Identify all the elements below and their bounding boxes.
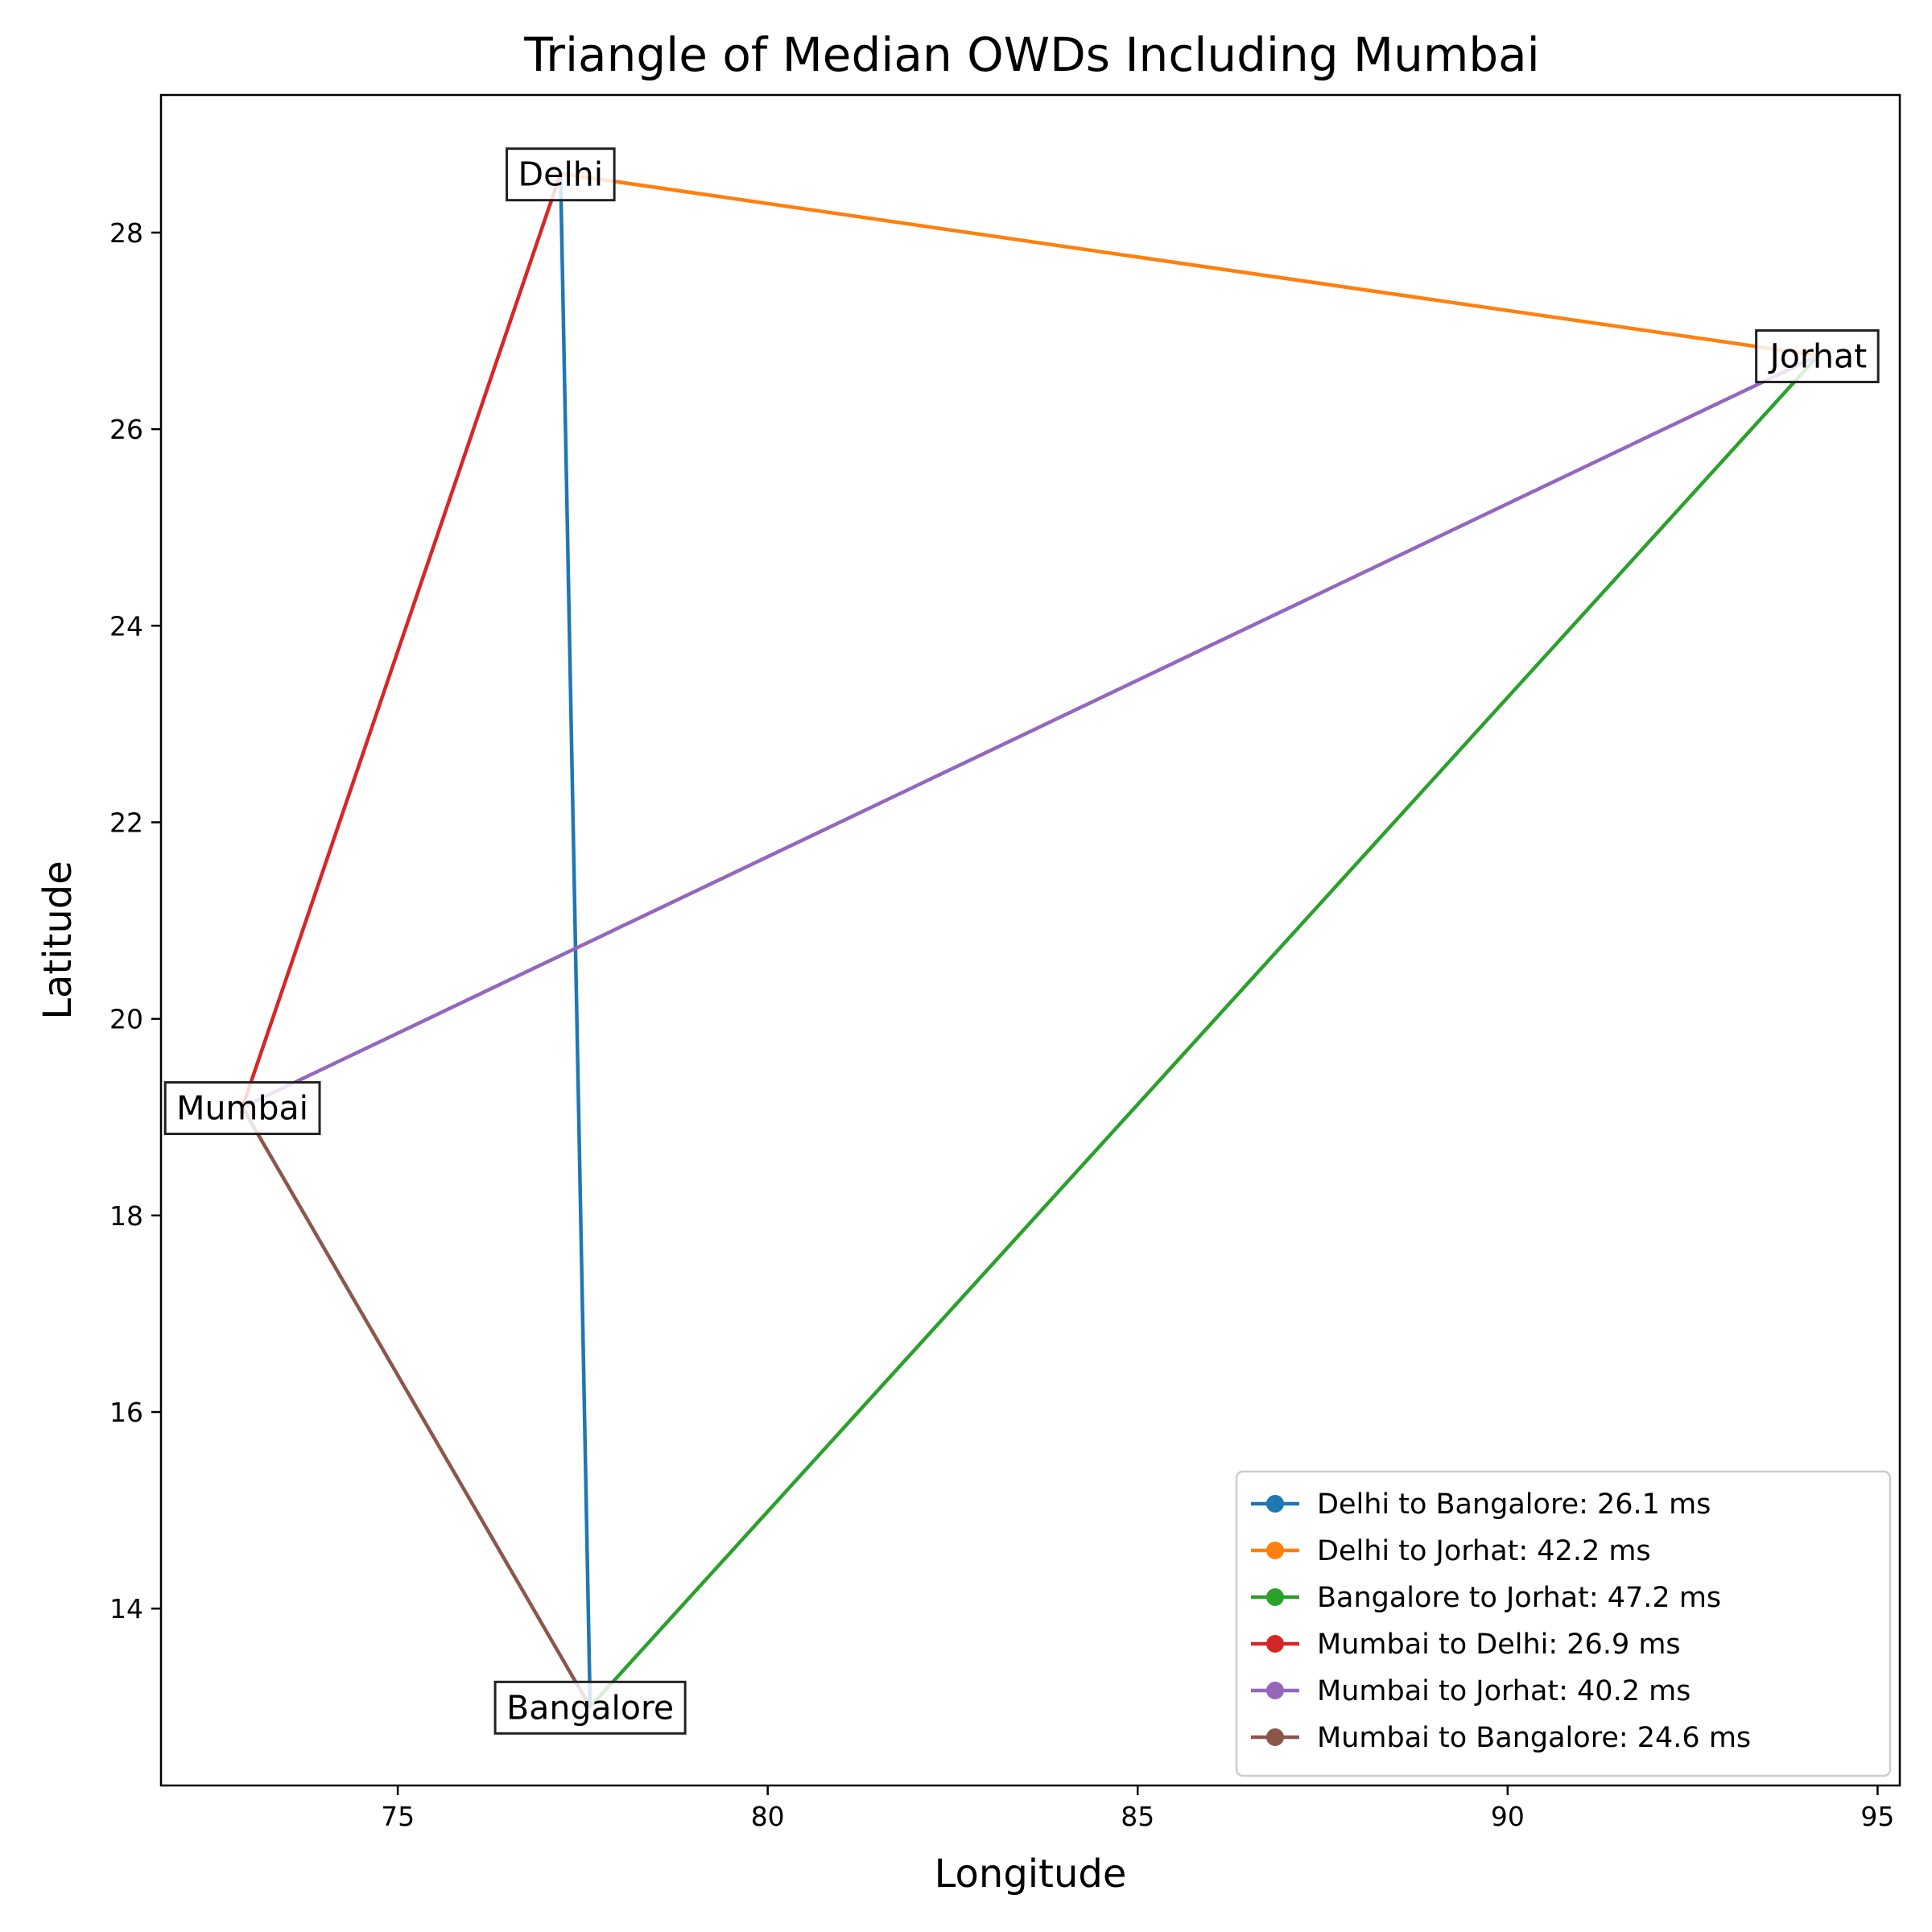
series-line-bangalore-to-jorhat: [588, 353, 1821, 1709]
legend-entry-mumbai-to-bangalore: Mumbai to Bangalore: 24.6 ms: [1251, 1722, 1751, 1754]
series-line-mumbai-to-jorhat: [240, 353, 1821, 1109]
x-tick-label: 90: [1491, 1801, 1525, 1832]
legend-label: Mumbai to Bangalore: 24.6 ms: [1317, 1722, 1751, 1754]
y-tick-label: 24: [109, 610, 143, 642]
city-label-text: Mumbai: [176, 1089, 308, 1128]
legend-marker: [1266, 1495, 1284, 1513]
chart-title: Triangle of Median OWDs Including Mumbai: [523, 27, 1540, 82]
city-label-jorhat: Jorhat: [1755, 329, 1880, 384]
y-axis-label: Latitude: [35, 861, 80, 1020]
series-line-mumbai-to-bangalore: [240, 1105, 592, 1709]
x-tick-label: 80: [751, 1801, 785, 1832]
x-tick-label: 85: [1121, 1801, 1154, 1832]
legend-label: Delhi to Jorhat: 42.2 ms: [1317, 1535, 1651, 1567]
y-axis-ticks: 14 16 18 20 22 24 26 28: [109, 217, 161, 1624]
x-tick-label: 75: [381, 1801, 415, 1832]
legend-label: Mumbai to Jorhat: 40.2 ms: [1317, 1675, 1690, 1707]
city-label-text: Bangalore: [506, 1688, 674, 1727]
series-line-mumbai-to-delhi: [240, 171, 563, 1109]
legend-entry-delhi-to-jorhat: Delhi to Jorhat: 42.2 ms: [1251, 1535, 1651, 1567]
series-line-delhi-to-jorhat: [559, 171, 1821, 357]
legend-marker: [1266, 1682, 1284, 1699]
x-tick-label: 95: [1860, 1801, 1894, 1832]
legend-label: Delhi to Bangalore: 26.1 ms: [1317, 1488, 1711, 1521]
city-label-box: [163, 1081, 321, 1136]
city-label-bangalore: Bangalore: [493, 1680, 687, 1735]
city-label-delhi: Delhi: [506, 147, 616, 202]
y-tick-label: 16: [109, 1397, 143, 1428]
y-tick-label: 14: [109, 1593, 143, 1624]
y-tick-label: 26: [109, 414, 143, 445]
city-label-box: [1755, 329, 1880, 384]
legend-entry-mumbai-to-jorhat: Mumbai to Jorhat: 40.2 ms: [1251, 1675, 1690, 1707]
legend-box: [1235, 1470, 1892, 1777]
legend-entry-mumbai-to-delhi: Mumbai to Delhi: 26.9 ms: [1251, 1629, 1681, 1661]
legend-marker: [1266, 1728, 1284, 1746]
y-tick-label: 18: [109, 1200, 143, 1232]
legend-label: Bangalore to Jorhat: 47.2 ms: [1317, 1582, 1721, 1614]
city-label-box: [506, 147, 616, 202]
legend-label: Mumbai to Delhi: 26.9 ms: [1317, 1629, 1681, 1661]
city-label-box: [493, 1680, 687, 1735]
plot-lines: [240, 171, 1821, 1709]
y-tick-label: 20: [109, 1004, 143, 1035]
city-label-mumbai: Mumbai: [163, 1081, 321, 1136]
city-label-text: Delhi: [518, 155, 604, 194]
city-labels: Delhi Jorhat Mumbai Bangalore: [163, 147, 1880, 1735]
legend-marker: [1266, 1588, 1284, 1606]
x-axis-label: Longitude: [935, 1852, 1127, 1897]
legend-marker: [1266, 1542, 1284, 1559]
y-tick-label: 22: [109, 807, 143, 838]
city-label-text: Jorhat: [1768, 337, 1868, 376]
plot-frame: [159, 93, 1901, 1787]
x-axis-ticks: 75 80 85 90 95: [381, 1785, 1894, 1832]
legend-marker: [1266, 1635, 1284, 1653]
legend-entry-delhi-to-bangalore: Delhi to Bangalore: 26.1 ms: [1251, 1488, 1711, 1521]
series-line-delhi-to-bangalore: [559, 171, 592, 1709]
y-tick-label: 28: [109, 217, 143, 249]
legend-entry-bangalore-to-jorhat: Bangalore to Jorhat: 47.2 ms: [1251, 1582, 1721, 1614]
legend: Delhi to Bangalore: 26.1 ms Delhi to Jorh…: [1235, 1470, 1892, 1777]
